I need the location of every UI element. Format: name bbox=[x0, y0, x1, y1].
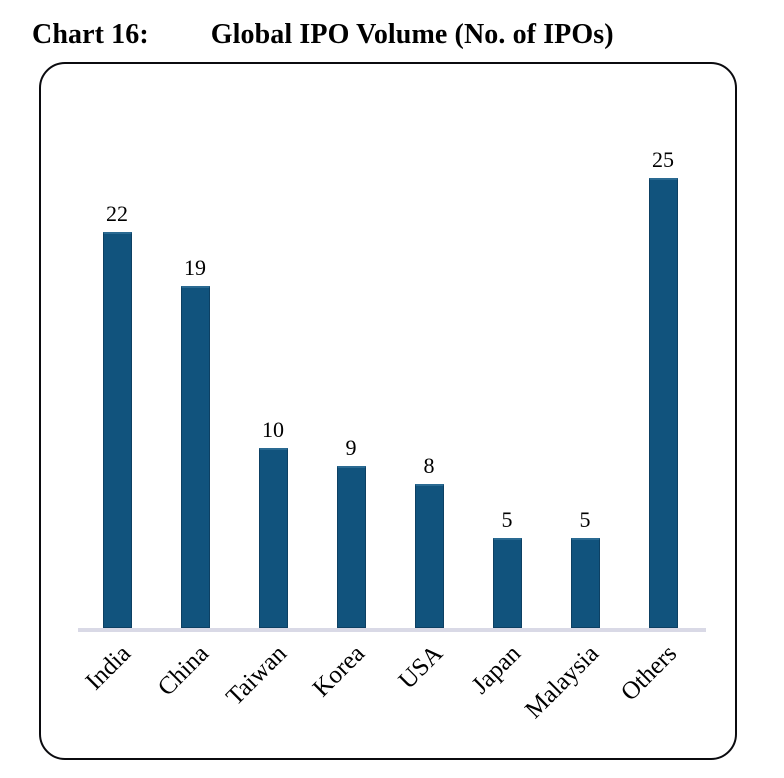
bar-group: 25 bbox=[624, 149, 702, 628]
bar-value-label: 25 bbox=[652, 147, 674, 172]
x-axis-tick-group: India bbox=[78, 636, 156, 746]
bar-value-label: 22 bbox=[106, 201, 128, 226]
bar-value-label: 8 bbox=[423, 453, 435, 478]
bar-value-label: 5 bbox=[501, 507, 513, 532]
chart-frame: 22 19 10 9 8 5 5 25 India China Taiwan Korea USA Jap… bbox=[39, 62, 737, 760]
x-axis-tick-label: Korea bbox=[307, 640, 371, 703]
bar[interactable] bbox=[258, 448, 288, 628]
bar[interactable] bbox=[102, 232, 132, 628]
bar-group: 22 bbox=[78, 203, 156, 628]
bar-group: 5 bbox=[468, 509, 546, 628]
x-axis-category-labels: India China Taiwan Korea USA Japan Malaysia Oth… bbox=[78, 636, 706, 746]
chart-title-prefix: Chart 16: bbox=[32, 19, 149, 50]
axis-baseline bbox=[78, 628, 706, 632]
x-axis-tick-group: Taiwan bbox=[221, 636, 312, 746]
bar[interactable] bbox=[180, 286, 210, 628]
bar-group: 8 bbox=[390, 455, 468, 628]
plot-area: 22 19 10 9 8 5 5 25 bbox=[78, 84, 706, 632]
x-axis-tick-group: Malaysia bbox=[520, 636, 624, 746]
bar-value-label: 19 bbox=[184, 255, 206, 280]
x-axis-tick-group: Others bbox=[616, 636, 702, 746]
bar-group: 19 bbox=[156, 257, 234, 628]
bar-value-label: 10 bbox=[262, 417, 284, 442]
bar-group: 10 bbox=[234, 419, 312, 628]
bar-value-label: 9 bbox=[345, 435, 357, 460]
bar-group: 9 bbox=[312, 437, 390, 628]
bar[interactable] bbox=[648, 178, 678, 628]
bar-value-label: 5 bbox=[579, 507, 591, 532]
bar[interactable] bbox=[492, 538, 522, 628]
bar[interactable] bbox=[414, 484, 444, 628]
chart-title: Chart 16: Global IPO Volume (No. of IPOs… bbox=[0, 14, 784, 56]
x-axis-tick-label: India bbox=[80, 640, 137, 696]
x-axis-tick-label: Japan bbox=[466, 640, 527, 700]
x-axis-tick-label: China bbox=[152, 640, 215, 702]
bar[interactable] bbox=[570, 538, 600, 628]
chart-title-main: Global IPO Volume (No. of IPOs) bbox=[210, 19, 614, 50]
x-axis-tick-group: USA bbox=[390, 636, 468, 746]
bar[interactable] bbox=[336, 466, 366, 628]
bar-group: 5 bbox=[546, 509, 624, 628]
x-axis-tick-label: Others bbox=[615, 640, 683, 707]
x-axis-tick-group: Korea bbox=[308, 636, 390, 746]
x-axis-tick-label: USA bbox=[393, 640, 449, 695]
